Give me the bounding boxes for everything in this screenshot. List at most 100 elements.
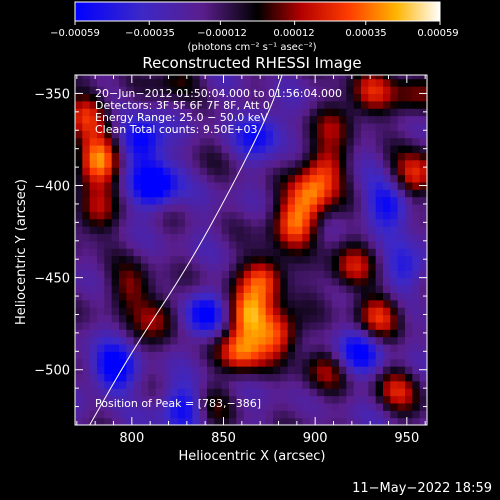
heatmap-cell	[412, 233, 421, 242]
heatmap-cell	[317, 366, 325, 375]
heatmap-cell	[258, 152, 267, 161]
heatmap-cell	[126, 108, 135, 117]
heatmap-cell	[419, 122, 427, 131]
heatmap-cell	[89, 78, 98, 87]
heatmap-cell	[258, 402, 267, 411]
heatmap-cell	[236, 159, 245, 168]
heatmap-cell	[339, 388, 347, 397]
heatmap-cell	[309, 262, 318, 271]
heatmap-cell	[89, 130, 98, 139]
heatmap-cell	[155, 174, 164, 183]
heatmap-cell	[368, 93, 377, 102]
colorbar-units-label: (photons cm⁻² s⁻¹ asec⁻²)	[187, 42, 316, 53]
heatmap-cell	[295, 189, 303, 198]
heatmap-cell	[89, 100, 98, 109]
heatmap-cell	[287, 174, 296, 183]
heatmap-cell	[273, 137, 281, 146]
heatmap-cell	[199, 108, 208, 117]
heatmap-cell	[346, 108, 355, 117]
heatmap-cell	[419, 336, 427, 345]
heatmap-cell	[375, 417, 384, 425]
heatmap-cell	[375, 410, 384, 419]
heatmap-cell	[324, 366, 333, 375]
heatmap-cell	[155, 351, 164, 360]
heatmap-cell	[368, 292, 377, 301]
heatmap-cell	[331, 351, 340, 360]
heatmap-cell	[353, 240, 362, 249]
heatmap-cell	[383, 189, 391, 198]
heatmap-cell	[199, 358, 208, 367]
heatmap-cell	[148, 145, 157, 153]
heatmap-cell	[324, 255, 333, 264]
heatmap-cell	[346, 255, 355, 264]
heatmap-cell	[75, 189, 83, 198]
heatmap-cell	[346, 285, 355, 293]
heatmap-cell	[243, 410, 252, 419]
heatmap-cell	[295, 358, 303, 367]
heatmap-cell	[397, 211, 406, 220]
heatmap-cell	[148, 373, 157, 382]
heatmap-cell	[192, 270, 201, 279]
heatmap-cell	[287, 211, 296, 220]
heatmap-cell	[251, 351, 259, 360]
heatmap-cell	[317, 115, 325, 124]
heatmap-cell	[185, 373, 193, 382]
heatmap-cell	[75, 137, 83, 146]
heatmap-cell	[177, 343, 186, 352]
heatmap-cell	[287, 130, 296, 139]
heatmap-cell	[236, 233, 245, 242]
heatmap-cell	[412, 196, 421, 205]
heatmap-cell	[148, 314, 157, 323]
heatmap-cell	[133, 307, 142, 316]
heatmap-cell	[177, 388, 186, 397]
heatmap-cell	[273, 336, 281, 345]
heatmap-cell	[412, 100, 421, 109]
heatmap-cell	[412, 211, 421, 220]
heatmap-cell	[383, 366, 391, 375]
heatmap-cell	[155, 93, 164, 102]
heatmap-cell	[75, 307, 83, 316]
heatmap-cell	[104, 86, 113, 95]
heatmap-cell	[141, 336, 149, 345]
heatmap-cell	[317, 321, 325, 330]
heatmap-cell	[302, 270, 311, 279]
heatmap-cell	[265, 343, 274, 352]
heatmap-cell	[177, 336, 186, 345]
heatmap-cell	[243, 137, 252, 146]
heatmap-cell	[331, 115, 340, 124]
heatmap-cell	[89, 196, 98, 205]
heatmap-cell	[192, 314, 201, 323]
heatmap-cell	[302, 196, 311, 205]
heatmap-cell	[412, 285, 421, 293]
heatmap-cell	[273, 203, 281, 212]
heatmap-cell	[119, 388, 127, 397]
heatmap-cell	[331, 203, 340, 212]
heatmap-cell	[82, 329, 91, 338]
heatmap-cell	[89, 159, 98, 168]
heatmap-cell	[397, 307, 406, 316]
heatmap-cell	[155, 402, 164, 411]
heatmap-cell	[185, 233, 193, 242]
heatmap-cell	[104, 174, 113, 183]
heatmap-cell	[141, 75, 149, 80]
heatmap-cell	[170, 285, 179, 293]
heatmap-cell	[295, 351, 303, 360]
heatmap-cell	[375, 78, 384, 87]
heatmap-cell	[265, 380, 274, 389]
heatmap-cell	[324, 285, 333, 293]
heatmap-cell	[295, 380, 303, 389]
heatmap-cell	[361, 255, 369, 264]
heatmap-cell	[273, 122, 281, 131]
heatmap-cell	[192, 402, 201, 411]
heatmap-cell	[258, 307, 267, 316]
heatmap-cell	[199, 189, 208, 198]
heatmap-cell	[221, 292, 230, 301]
heatmap-cell	[353, 145, 362, 153]
heatmap-cell	[375, 159, 384, 168]
heatmap-cell	[346, 145, 355, 153]
heatmap-cell	[331, 159, 340, 168]
heatmap-cell	[346, 277, 355, 286]
heatmap-cell	[155, 167, 164, 176]
heatmap-cell	[221, 329, 230, 338]
heatmap-cell	[155, 292, 164, 301]
